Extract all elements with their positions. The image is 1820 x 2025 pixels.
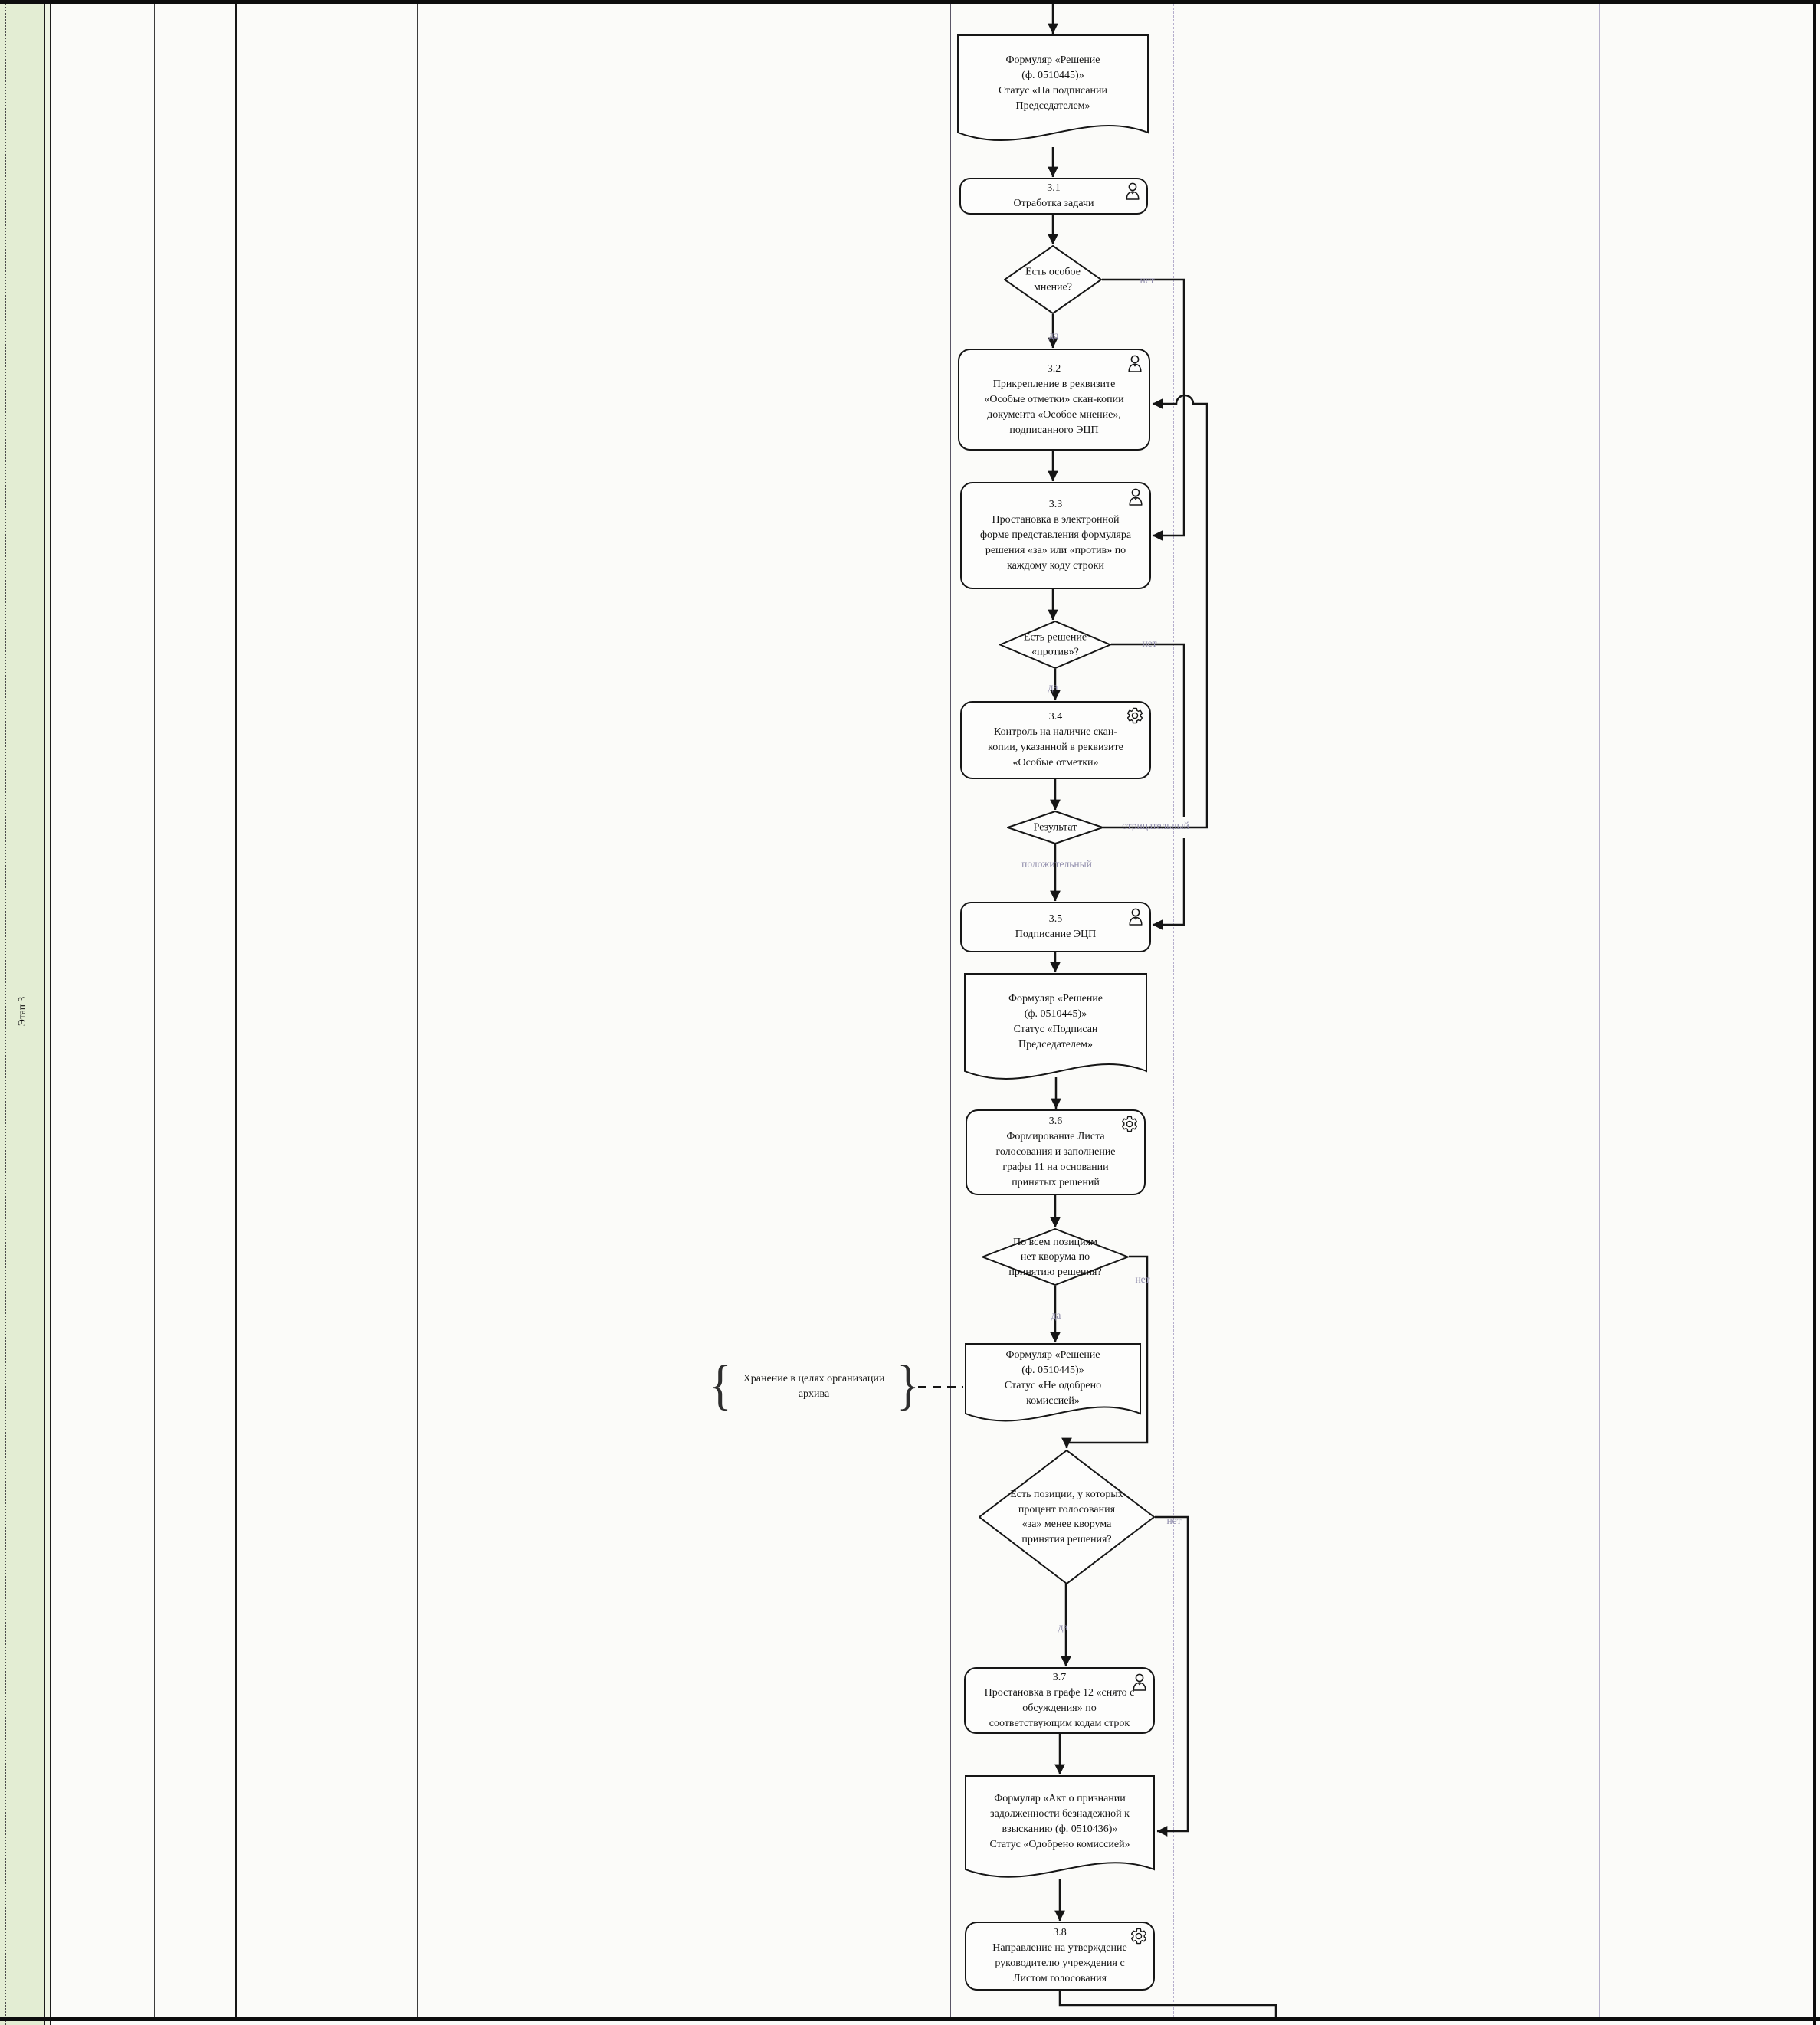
lane-divider — [235, 4, 237, 2017]
edge-quorum-no — [1061, 1255, 1149, 1449]
user-icon — [1127, 487, 1144, 511]
document-start: Формуляр «Решение (ф. 0510445)» Статус «На… — [957, 34, 1149, 159]
annotation-brace-close: } — [897, 1354, 920, 1416]
stage-sidebar — [0, 0, 44, 2025]
edge-label-positive: положительный — [1021, 858, 1092, 870]
decision-result: Результат — [1007, 811, 1103, 844]
decision-positions-below-quorum: Есть позиции, у которых процент голосован… — [979, 1450, 1155, 1584]
lane-divider — [154, 4, 155, 2017]
task-3-1: 3.1 Отработка задачи — [959, 178, 1148, 215]
task-3-3: 3.3 Простановка в электронной форме предс… — [960, 482, 1151, 589]
task-3-4: 3.4 Контроль на наличие скан-копии, указ… — [960, 701, 1151, 779]
decision-no-quorum: По всем позициям нет кворума по принятию р… — [982, 1228, 1129, 1286]
lane-divider — [417, 4, 418, 2017]
edge-against-no-b — [1152, 838, 1185, 930]
sidebar-divider-gap — [45, 0, 50, 2025]
edge-label-yes: да — [1048, 681, 1058, 693]
frame-border-bottom — [0, 2017, 1820, 2021]
annotation-archive-note: Хранение в целях организации архива — [743, 1373, 885, 1400]
edge-opinion-no — [1102, 278, 1185, 541]
document-not-approved: Формуляр «Решение (ф. 0510445)» Статус «Не… — [965, 1343, 1141, 1440]
edge-label-no: нет — [1166, 1515, 1182, 1526]
sidebar-divider — [50, 0, 51, 2025]
user-icon — [1126, 354, 1143, 378]
lane-divider — [1173, 4, 1174, 2017]
edge-result-negative — [1103, 394, 1208, 829]
gear-icon — [1120, 1115, 1139, 1139]
lane-divider — [1599, 4, 1600, 2017]
frame-border-top — [0, 0, 1820, 4]
edge-label-yes: да — [1051, 1309, 1061, 1321]
edge-label-no: нет — [1135, 1273, 1150, 1285]
annotation-brace-open: { — [709, 1354, 732, 1416]
edge-label-negative: отрицательный — [1122, 820, 1189, 831]
gear-icon — [1130, 1927, 1148, 1951]
document-act-approved: Формуляр «Акт о признании задолженности б… — [965, 1775, 1155, 1896]
user-icon — [1124, 182, 1141, 205]
frame-border-left — [5, 0, 6, 2025]
edge-exit — [1058, 1991, 1277, 2020]
edge-label-yes: да — [1058, 1621, 1068, 1633]
task-3-7: 3.7 Простановка в графе 12 «снято с обсуж… — [964, 1667, 1155, 1734]
task-3-5: 3.5 Подписание ЭЦП — [960, 902, 1151, 952]
gear-icon — [1126, 706, 1144, 730]
edge-label-yes: да — [1048, 329, 1059, 341]
document-signed: Формуляр «Решение (ф. 0510445)» Статус «По… — [964, 973, 1147, 1097]
sidebar-divider — [44, 0, 45, 2025]
task-3-8: 3.8 Направление на утверждение руководите… — [965, 1922, 1155, 1991]
user-icon — [1127, 907, 1144, 931]
decision-has-opinion: Есть особое мнение? — [1004, 245, 1102, 314]
edge-positions-no — [1155, 1515, 1189, 1837]
lane-divider — [950, 4, 951, 2017]
frame-border-right — [1813, 0, 1816, 2025]
edge-against-no-a — [1111, 643, 1185, 817]
user-icon — [1131, 1673, 1148, 1696]
edge-label-no: нет — [1142, 637, 1157, 649]
task-3-6: 3.6 Формирование Листа голосования и запо… — [966, 1109, 1146, 1195]
edge-label-no: нет — [1140, 274, 1155, 286]
stage-label: Этап 3 — [16, 996, 28, 1027]
decision-vote-against: Есть решение «против»? — [999, 621, 1111, 669]
task-3-2: 3.2 Прикрепление в реквизите «Особые отме… — [958, 349, 1150, 451]
